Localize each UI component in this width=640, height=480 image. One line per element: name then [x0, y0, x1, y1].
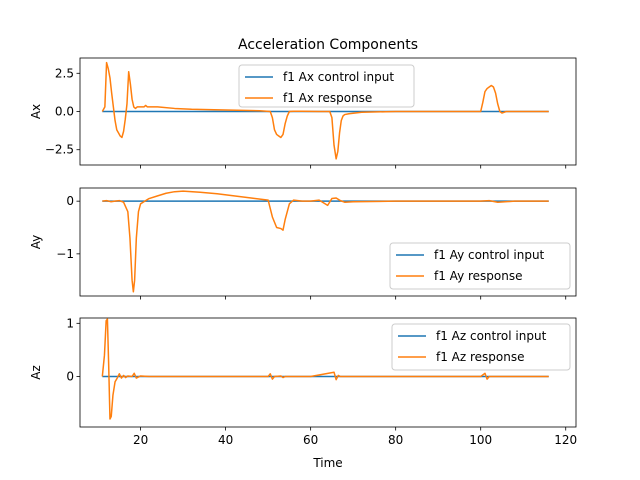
y-tick-label: 0	[66, 369, 74, 383]
legend-box	[238, 64, 415, 108]
series-line-response	[102, 190, 549, 293]
legend: f1 Az control input f1 Az response	[391, 323, 571, 371]
legend: f1 Ay control input f1 Ay response	[389, 242, 571, 290]
y-axis-label: Az	[29, 365, 43, 380]
y-tick-label: −1	[56, 247, 74, 261]
plot-frame	[79, 317, 577, 428]
y-axis-label: Ax	[29, 104, 43, 119]
legend-label-control: f1 Ay control input	[434, 248, 545, 262]
x-axis-label: Time	[312, 456, 342, 470]
legend-label-response: f1 Ay response	[434, 269, 523, 283]
legend-label-response: f1 Ax response	[283, 91, 372, 105]
subplot-ax: 2.5 0.0 −2.5 Ax f1 Ax control input f1 Ax res…	[29, 57, 577, 169]
series-line-response	[101, 318, 549, 420]
x-tick-label: 20	[133, 433, 148, 447]
y-tick-label: 2.5	[55, 66, 74, 80]
plot-frame	[79, 187, 577, 297]
x-tick-label: 100	[469, 433, 492, 447]
y-tick-label: 0	[66, 194, 74, 208]
figure-title: Acceleration Components	[238, 37, 418, 53]
legend: f1 Ax control input f1 Ax response	[238, 64, 415, 108]
y-tick-label: 0.0	[55, 105, 74, 119]
y-tick-label: 1	[66, 316, 74, 330]
y-tick-label: −2.5	[45, 143, 74, 157]
legend-label-control: f1 Ax control input	[283, 70, 394, 84]
legend-label-control: f1 Az control input	[436, 329, 547, 343]
legend-box	[389, 242, 571, 290]
x-tick-label: 40	[218, 433, 233, 447]
x-tick-label: 80	[388, 433, 403, 447]
x-tick-label: 60	[303, 433, 318, 447]
y-axis-label: Ay	[29, 235, 43, 250]
legend-box	[391, 323, 571, 371]
legend-label-response: f1 Az response	[436, 350, 525, 364]
subplot-panels: 2.5 0.0 −2.5 Ax f1 Ax control input f1 Ax res…	[29, 57, 577, 447]
x-tick-label: 120	[554, 433, 577, 447]
series-line-response	[101, 61, 549, 160]
subplot-ay: 0 −1 Ay f1 Ay control input f1 Ay response	[29, 187, 577, 300]
